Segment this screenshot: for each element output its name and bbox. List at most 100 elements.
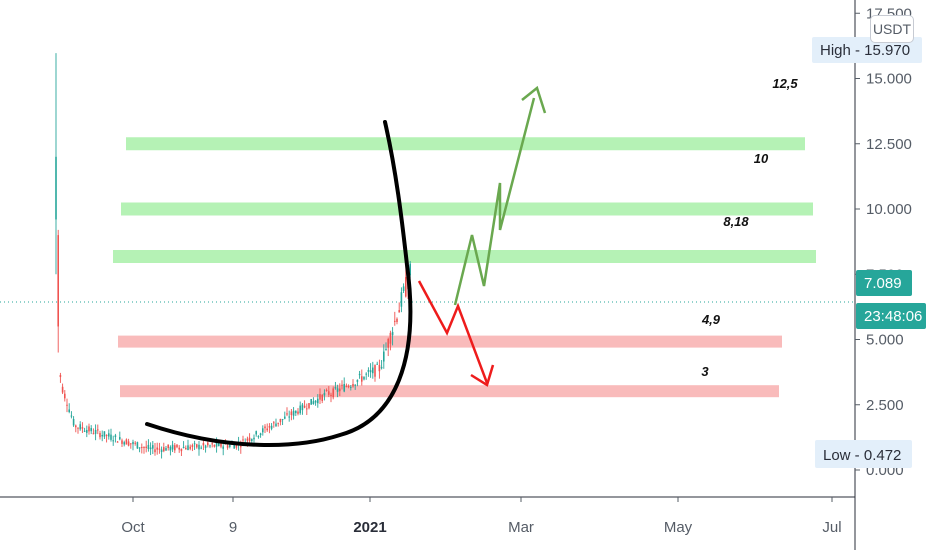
- candle-body: [70, 415, 73, 417]
- low-label[interactable]: Low - 0.472: [815, 440, 912, 468]
- candle-body: [154, 449, 156, 453]
- candle-body: [339, 388, 341, 392]
- bearish-arrow-head: [470, 364, 495, 387]
- candle-body: [286, 413, 288, 415]
- candle-body: [279, 418, 282, 423]
- candle-body: [229, 444, 231, 447]
- candle-body: [77, 427, 79, 429]
- candle-body: [372, 367, 374, 374]
- candle-body: [165, 448, 167, 451]
- candle-body: [378, 365, 381, 372]
- high-label-text: High - 15.970: [820, 42, 910, 59]
- last-price-badge-text: 7.089: [864, 275, 902, 292]
- candle-body: [248, 437, 251, 442]
- candle-body: [350, 386, 352, 388]
- candle-body: [312, 401, 315, 404]
- candle-body: [68, 409, 70, 412]
- candle-body: [363, 376, 365, 380]
- support-zone-label: 4,9: [701, 312, 721, 327]
- candle-body: [341, 384, 343, 386]
- candle-body: [292, 410, 295, 416]
- currency-badge[interactable]: USDT: [870, 15, 914, 43]
- candle-body: [125, 439, 128, 445]
- candle-body: [152, 445, 154, 449]
- candle-body: [193, 443, 196, 445]
- low-label-text: Low - 0.472: [823, 447, 901, 464]
- candle-body: [83, 430, 86, 432]
- support-zone: [118, 335, 782, 348]
- candle-body: [75, 425, 77, 428]
- candle-body: [132, 441, 134, 445]
- candle-body: [367, 369, 370, 372]
- candle-body: [103, 431, 106, 437]
- candle-body: [358, 373, 361, 376]
- candle-body: [402, 286, 405, 291]
- x-tick-label: Oct: [121, 519, 145, 536]
- candle-body: [328, 391, 330, 395]
- candle-body: [156, 447, 158, 450]
- candle-body: [215, 442, 218, 447]
- candle-body: [99, 433, 101, 438]
- candle-body: [361, 376, 363, 382]
- candle-body: [257, 436, 260, 438]
- candle-body: [347, 386, 350, 388]
- candle-body: [86, 430, 88, 433]
- candle-body: [385, 348, 387, 350]
- candle-body: [171, 444, 174, 450]
- candle-body: [303, 405, 306, 408]
- candle-body: [110, 434, 112, 440]
- countdown-badge[interactable]: 23:48:06: [856, 303, 926, 329]
- candle-body: [134, 442, 136, 444]
- high-label[interactable]: High - 15.970: [812, 37, 922, 63]
- candle-body: [174, 445, 176, 451]
- resistance-zone-label: 10: [754, 151, 769, 166]
- candle-body: [145, 446, 147, 448]
- countdown-badge-bg: [856, 303, 926, 329]
- candle-body: [290, 411, 293, 416]
- candle-body: [187, 445, 189, 451]
- candle-body: [114, 435, 117, 438]
- candle-body: [64, 393, 66, 399]
- candle-body: [94, 429, 97, 434]
- candle-body: [176, 444, 178, 448]
- candle-body: [88, 426, 90, 432]
- x-tick-label: May: [664, 519, 693, 536]
- candle-body: [319, 394, 321, 400]
- candle-body: [398, 310, 400, 313]
- candle-body: [288, 416, 290, 418]
- x-tick-label: Jul: [822, 519, 841, 536]
- candle-body: [270, 425, 273, 429]
- resistance-zone-label: 8,18: [723, 214, 749, 229]
- candle-body: [330, 394, 332, 397]
- candle-body: [405, 277, 407, 297]
- candle-body: [211, 443, 213, 445]
- candle-body: [198, 444, 200, 450]
- candle-body: [354, 384, 356, 386]
- resistance-zone: [121, 202, 813, 216]
- candle-body: [387, 338, 389, 348]
- candle-body: [130, 443, 132, 445]
- candle-body: [191, 445, 194, 447]
- candle-body: [264, 426, 266, 429]
- y-tick-label: 2.500: [866, 397, 904, 414]
- candle-body: [352, 383, 354, 387]
- candle-body: [167, 444, 169, 449]
- last-price-badge[interactable]: 7.089: [856, 270, 912, 296]
- candle-body: [308, 403, 310, 409]
- candle-body: [220, 442, 222, 447]
- candle-body: [383, 351, 385, 362]
- candle-body: [268, 426, 271, 428]
- candle-body: [389, 332, 392, 344]
- y-tick-label: 5.000: [866, 332, 904, 349]
- candle-body: [127, 441, 130, 446]
- candle-body: [160, 449, 163, 453]
- candle-body: [90, 428, 92, 432]
- candle-body: [259, 433, 262, 436]
- candle-body: [281, 419, 284, 421]
- candle-body: [66, 404, 68, 406]
- candle-body: [207, 442, 209, 446]
- candle-body: [182, 446, 185, 448]
- candle-body: [391, 331, 394, 336]
